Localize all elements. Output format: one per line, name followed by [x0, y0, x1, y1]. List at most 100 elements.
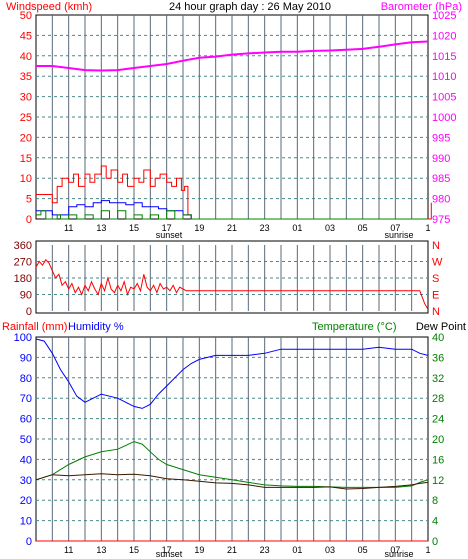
panel-2-ticks: 360 N 270 W 180 S 90 E 0 N — [14, 240, 443, 318]
sunset-label-bottom: sunset — [156, 549, 183, 559]
right-tick-label: 1005 — [432, 92, 456, 104]
panel-3-series — [35, 338, 429, 542]
x-tick-label: 21 — [227, 545, 237, 555]
left-tick-label: 270 — [14, 257, 32, 269]
x-tick-label: 1 — [425, 545, 430, 555]
x-tick-label: 1 — [425, 223, 430, 233]
left-tick-label: 80 — [20, 373, 32, 385]
wind_low-line — [36, 210, 428, 220]
right-tick-label: 4 — [432, 516, 438, 528]
panel-2-series — [35, 258, 429, 310]
left-tick-label: 40 — [20, 51, 32, 63]
right-tick-label: 32 — [432, 373, 444, 385]
left-tick-label: 100 — [14, 332, 32, 344]
x-tick-label: 07 — [390, 545, 400, 555]
right-tick-label: S — [432, 273, 439, 285]
left-tick-label: 90 — [20, 352, 32, 364]
right-tick-label: 0 — [432, 536, 438, 548]
x-tick-label: 03 — [325, 545, 335, 555]
temperature-line — [35, 441, 429, 488]
left-tick-label: 15 — [20, 153, 32, 165]
left-tick-label: 30 — [20, 92, 32, 104]
windspeed-axis-label: Windspeed (kmh) — [6, 1, 92, 13]
left-tick-label: 25 — [20, 112, 32, 124]
left-tick-label: 10 — [20, 516, 32, 528]
left-tick-label: 20 — [20, 495, 32, 507]
right-tick-label: 24 — [432, 414, 444, 426]
right-tick-label: 1000 — [432, 112, 456, 124]
dewpoint-axis-label: Dew Point — [416, 321, 466, 333]
left-tick-label: 50 — [20, 10, 32, 22]
sunrise-label-bottom: sunrise — [384, 549, 413, 559]
right-tick-label: W — [432, 257, 443, 269]
right-tick-label: N — [432, 306, 440, 318]
chart-title: 24 hour graph day : 26 May 2010 — [169, 1, 331, 13]
barometer-axis-label: Barometer (hPa) — [381, 1, 462, 13]
x-tick-label: 23 — [260, 223, 270, 233]
right-tick-label: 1015 — [432, 51, 456, 63]
x-tick-label: 23 — [260, 545, 270, 555]
x-tick-label: 17 — [162, 545, 172, 555]
right-tick-label: 995 — [432, 132, 450, 144]
sunrise-label: sunrise — [384, 230, 413, 240]
left-tick-label: 10 — [20, 173, 32, 185]
left-tick-label: 35 — [20, 71, 32, 83]
left-tick-label: 45 — [20, 30, 32, 42]
right-tick-label: 985 — [432, 173, 450, 185]
right-tick-label: 1025 — [432, 10, 456, 22]
wind-baro-panel: Windspeed (kmh) 24 hour graph day : 26 M… — [6, 1, 462, 240]
panel-3-grid — [36, 337, 428, 541]
x-tick-label: 11 — [64, 545, 73, 555]
x-tick-label: 07 — [390, 223, 400, 233]
x-tick-label: 15 — [129, 545, 139, 555]
right-tick-label: 36 — [432, 352, 444, 364]
left-tick-label: 50 — [20, 434, 32, 446]
x-tick-label: 17 — [162, 223, 172, 233]
right-tick-label: 8 — [432, 495, 438, 507]
right-tick-label: 12 — [432, 475, 444, 487]
humidity-axis-label: Humidity % — [68, 321, 124, 333]
wind-direction-panel: 360 N 270 W 180 S 90 E 0 N — [14, 240, 443, 318]
panel-2-grid — [36, 245, 428, 311]
humidity-line — [35, 338, 429, 409]
left-tick-label: 0 — [26, 214, 32, 226]
wind_gust-line — [36, 165, 432, 220]
barometer-line — [36, 40, 429, 72]
right-tick-label: 40 — [432, 332, 444, 344]
right-tick-label: N — [432, 240, 440, 252]
left-tick-label: 0 — [26, 306, 32, 318]
left-tick-label: 5 — [26, 194, 32, 206]
left-tick-label: 90 — [20, 290, 32, 302]
x-tick-label: 05 — [358, 223, 368, 233]
right-tick-label: 980 — [432, 194, 450, 206]
x-tick-label: 01 — [292, 223, 302, 233]
left-tick-label: 60 — [20, 414, 32, 426]
x-tick-label: 11 — [64, 223, 73, 233]
left-tick-label: 70 — [20, 393, 32, 405]
panel-2-frame — [35, 240, 429, 314]
x-tick-label: 15 — [129, 223, 139, 233]
panel-1-grid — [36, 15, 428, 219]
right-tick-label: E — [432, 290, 439, 302]
right-tick-label: 28 — [432, 393, 444, 405]
left-tick-label: 40 — [20, 454, 32, 466]
x-tick-label: 03 — [325, 223, 335, 233]
wind_avg-line — [36, 200, 192, 219]
right-tick-label: 1020 — [432, 30, 456, 42]
left-tick-label: 180 — [14, 273, 32, 285]
right-tick-label: 16 — [432, 454, 444, 466]
rainfall-axis-label: Rainfall (mm) — [2, 321, 67, 333]
right-tick-label: 975 — [432, 214, 450, 226]
left-tick-label: 360 — [14, 240, 32, 252]
left-tick-label: 20 — [20, 132, 32, 144]
x-tick-label: 01 — [292, 545, 302, 555]
right-tick-label: 1010 — [432, 71, 456, 83]
x-tick-label: 13 — [96, 223, 106, 233]
left-tick-label: 30 — [20, 475, 32, 487]
x-tick-label: 13 — [96, 545, 106, 555]
dew_point-line — [35, 473, 429, 490]
right-tick-label: 990 — [432, 153, 450, 165]
